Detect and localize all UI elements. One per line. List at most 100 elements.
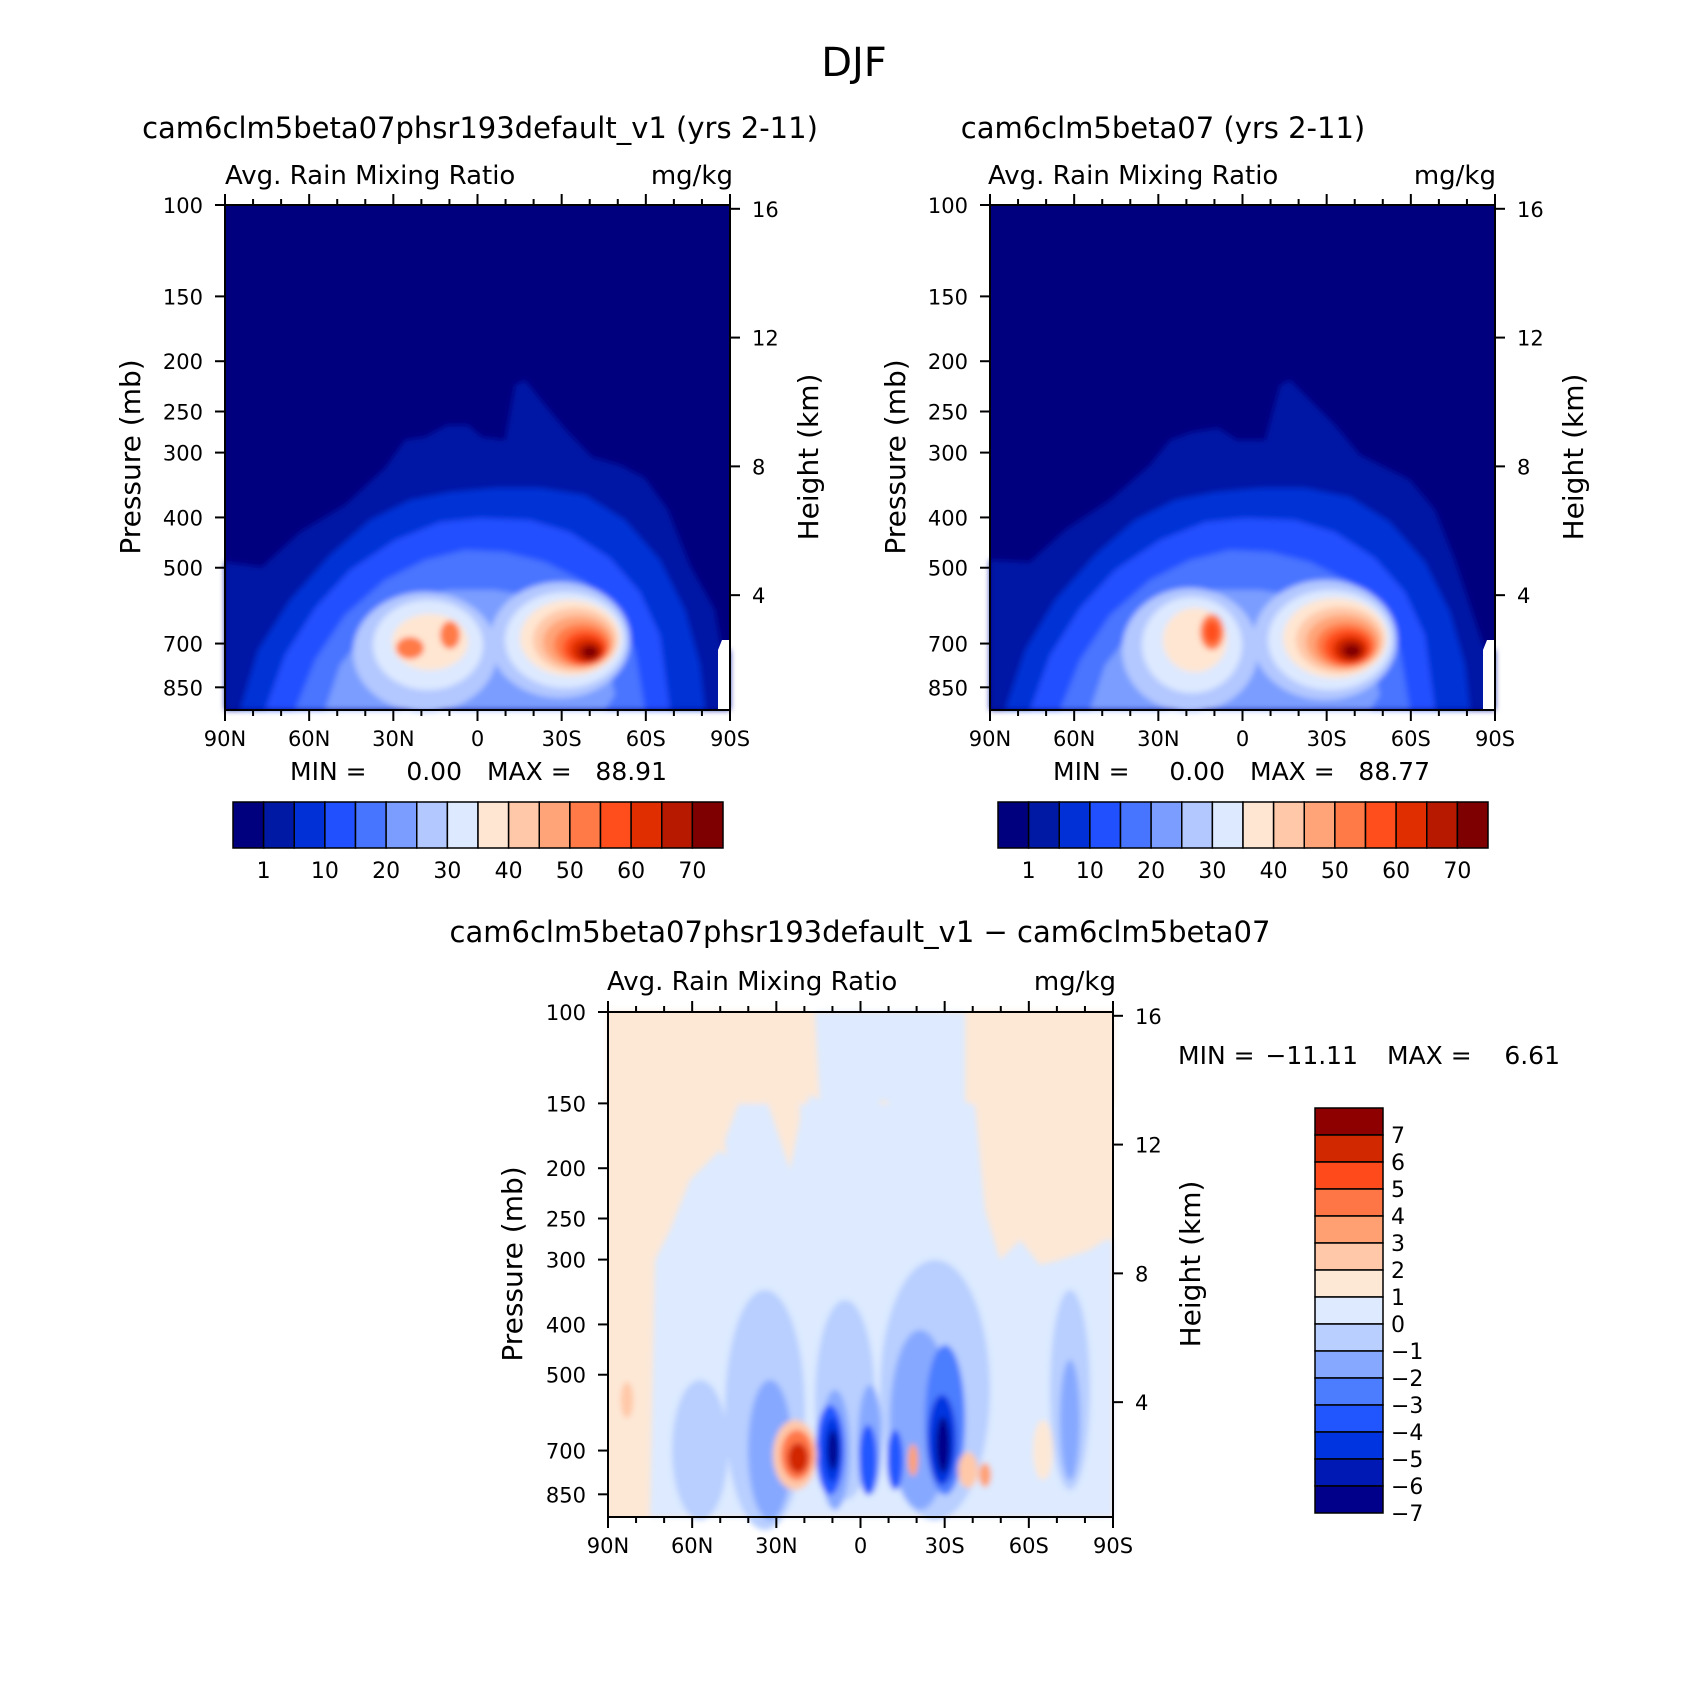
contour-negative-cell bbox=[936, 1417, 950, 1473]
y-tick-label: 400 bbox=[163, 506, 203, 530]
x-tick-label: 90S bbox=[710, 727, 750, 751]
y-right-tick-label: 8 bbox=[752, 455, 765, 479]
colorbar-label: 1 bbox=[257, 859, 271, 884]
axes: 100 150 200 250 300 400 500 700 850 16 12 8 4 90N 60N 3… bbox=[163, 194, 779, 751]
colorbar-swatch bbox=[1272, 801, 1305, 849]
x-tick-label: 0 bbox=[1236, 727, 1249, 751]
panel-title: cam6clm5beta07 (yrs 2-11) bbox=[961, 111, 1366, 145]
contour-positive-cell bbox=[1033, 1420, 1053, 1480]
colorbar-label: 40 bbox=[1260, 859, 1288, 884]
stats-min-label: MIN = bbox=[290, 757, 367, 786]
stats-max-value: 88.91 bbox=[595, 757, 667, 786]
x-tick-label: 60N bbox=[671, 1534, 713, 1558]
colorbar-swatch bbox=[1314, 1269, 1384, 1298]
colorbar-label: 60 bbox=[1382, 859, 1410, 884]
y-tick-label: 300 bbox=[546, 1249, 586, 1273]
colorbar-swatch bbox=[1314, 1134, 1384, 1163]
y-right-tick-label: 16 bbox=[1517, 198, 1544, 222]
y-tick-label: 150 bbox=[928, 285, 968, 309]
colorbar-label: 50 bbox=[556, 859, 584, 884]
y-tick-label: 850 bbox=[163, 676, 203, 700]
colorbar-label: 4 bbox=[1391, 1205, 1405, 1230]
colorbar-swatch bbox=[538, 801, 571, 849]
y-tick-label: 100 bbox=[546, 1001, 586, 1025]
colorbar-swatch bbox=[293, 801, 326, 849]
y-right-tick-label: 8 bbox=[1517, 455, 1530, 479]
contour-positive-cell bbox=[908, 1444, 918, 1476]
panel-difference: cam6clm5beta07phsr193default_v1 − cam6cl… bbox=[450, 915, 1560, 1558]
y-right-tick-label: 4 bbox=[1517, 584, 1530, 608]
colorbar-label: −4 bbox=[1391, 1421, 1423, 1446]
colorbar-label: 1 bbox=[1391, 1286, 1405, 1311]
contour-negative-cell bbox=[859, 1425, 877, 1495]
colorbar-swatch bbox=[1181, 801, 1214, 849]
y-tick-label: 850 bbox=[928, 676, 968, 700]
colorbar-label: 6 bbox=[1391, 1151, 1405, 1176]
panel-control-run: cam6clm5beta07phsr193default_v1 (yrs 2-1… bbox=[114, 111, 825, 884]
contour-fill bbox=[225, 380, 730, 712]
stats-min-label: MIN = bbox=[1053, 757, 1130, 786]
x-tick-label: 0 bbox=[471, 727, 484, 751]
colorbar-swatch bbox=[1119, 801, 1152, 849]
y-tick-label: 700 bbox=[163, 633, 203, 657]
stats-min-label: MIN = bbox=[1178, 1041, 1255, 1070]
y-tick-label: 250 bbox=[546, 1208, 586, 1232]
y-tick-label: 200 bbox=[928, 350, 968, 374]
contour-positive-cell bbox=[621, 1382, 633, 1418]
colorbar-swatch bbox=[599, 801, 632, 849]
y-tick-label: 100 bbox=[928, 194, 968, 218]
contour-positive-cell bbox=[958, 1452, 978, 1488]
stats-min-value: 0.00 bbox=[406, 757, 462, 786]
colorbar-swatch bbox=[446, 801, 479, 849]
y-tick-label: 150 bbox=[163, 285, 203, 309]
y-right-tick-label: 4 bbox=[1135, 1391, 1148, 1415]
colorbar-swatch bbox=[1211, 801, 1244, 849]
y-tick-label: 100 bbox=[163, 194, 203, 218]
x-tick-label: 30S bbox=[925, 1534, 965, 1558]
missing-data-region bbox=[1483, 640, 1495, 710]
x-tick-label: 30N bbox=[755, 1534, 797, 1558]
colorbar-swatch bbox=[354, 801, 387, 849]
x-tick-label: 60S bbox=[626, 727, 666, 751]
colorbar-swatch bbox=[1395, 801, 1428, 849]
plot-area bbox=[989, 204, 1496, 712]
y-tick-label: 250 bbox=[928, 401, 968, 425]
contour-negative-cell bbox=[1060, 1360, 1080, 1480]
y-tick-label: 500 bbox=[928, 557, 968, 581]
y-tick-label: 500 bbox=[546, 1364, 586, 1388]
colorbar-swatch bbox=[507, 801, 540, 849]
y-right-tick-label: 12 bbox=[1517, 327, 1544, 351]
x-tick-label: 30S bbox=[1307, 727, 1347, 751]
colorbar-swatch bbox=[1314, 1188, 1384, 1217]
colorbar-label: 1 bbox=[1022, 859, 1036, 884]
x-tick-label: 90S bbox=[1093, 1534, 1133, 1558]
colorbar-label: 40 bbox=[495, 859, 523, 884]
colorbar-swatch bbox=[1426, 801, 1459, 849]
x-tick-label: 0 bbox=[854, 1534, 867, 1558]
colorbar-swatch bbox=[1314, 1350, 1384, 1379]
contour-positive-cell bbox=[788, 1443, 808, 1473]
y-axis-label: Pressure (mb) bbox=[879, 359, 912, 554]
units-label: mg/kg bbox=[651, 161, 733, 191]
contour-negative-cell bbox=[672, 1380, 728, 1520]
y-axis-right-label: Height (km) bbox=[1557, 374, 1590, 541]
variable-name: Avg. Rain Mixing Ratio bbox=[225, 161, 515, 191]
y-tick-label: 300 bbox=[163, 442, 203, 466]
plot-area bbox=[224, 204, 731, 712]
stats-max-label: MAX = bbox=[487, 757, 572, 786]
contour-negative-cell bbox=[887, 1430, 903, 1490]
y-tick-label: 700 bbox=[546, 1440, 586, 1464]
colorbar-swatch bbox=[569, 801, 602, 849]
contour-secondary-core-2 bbox=[1205, 621, 1219, 643]
stats-max-label: MAX = bbox=[1250, 757, 1335, 786]
colorbar-swatch bbox=[477, 801, 510, 849]
y-right-tick-label: 12 bbox=[1135, 1134, 1162, 1158]
colorbar-swatch bbox=[1314, 1107, 1384, 1136]
colorbar-swatch bbox=[1456, 801, 1489, 849]
y-right-tick-label: 8 bbox=[1135, 1262, 1148, 1286]
y-right-tick-label: 12 bbox=[752, 327, 779, 351]
y-tick-label: 400 bbox=[546, 1313, 586, 1337]
y-right-tick-label: 16 bbox=[1135, 1005, 1162, 1029]
